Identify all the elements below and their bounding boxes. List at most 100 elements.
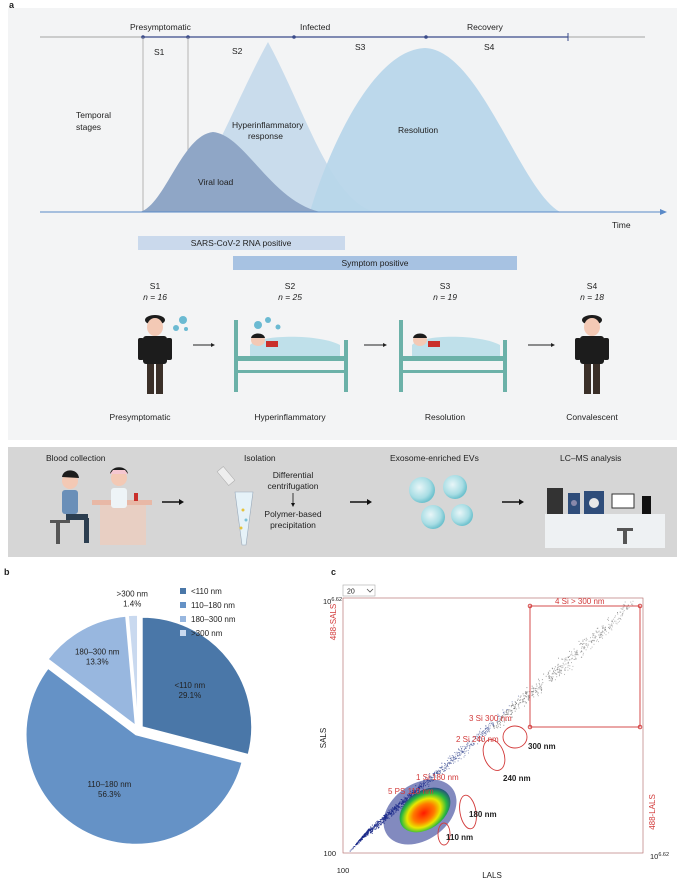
- x-tick-min: 100: [337, 866, 350, 875]
- scatter-point: [624, 601, 626, 603]
- scatter-point: [526, 691, 528, 693]
- scatter-point: [366, 832, 368, 834]
- scatter-point: [515, 708, 517, 710]
- scatter-point: [627, 608, 629, 610]
- scatter-point: [581, 650, 583, 652]
- scatter-point: [508, 710, 510, 712]
- scatter-point: [572, 655, 574, 657]
- scatter-point: [567, 664, 569, 666]
- lcms-label: LC–MS analysis: [560, 453, 621, 463]
- scatter-point: [523, 701, 525, 703]
- scatter-point: [375, 828, 377, 830]
- scatter-point: [441, 765, 443, 767]
- scatter-point: [457, 755, 459, 757]
- scatter-point: [585, 640, 587, 642]
- scatter-point: [571, 657, 573, 659]
- scatter-point: [567, 669, 569, 671]
- pie-percent-label: 13.3%: [86, 657, 109, 666]
- scatter-point: [506, 710, 508, 712]
- scatter-point: [368, 829, 370, 831]
- scatter-point: [554, 666, 556, 668]
- scatter-point: [600, 632, 602, 634]
- scatter-point: [580, 651, 582, 653]
- scatter-point: [582, 652, 584, 654]
- scatter-point: [380, 820, 382, 822]
- scatter-point: [556, 668, 558, 670]
- scatter-point: [561, 670, 562, 672]
- time-arrow-icon: [660, 209, 667, 215]
- scatter-point: [461, 751, 463, 753]
- scatter-point: [378, 826, 380, 828]
- scatter-point: [622, 613, 624, 615]
- stage-n: n = 25: [278, 292, 302, 302]
- scatter-point: [540, 688, 542, 690]
- scatter-point: [364, 835, 366, 837]
- scatter-point: [614, 616, 616, 618]
- scatter-plot-area: [342, 597, 644, 854]
- scatter-point: [479, 736, 480, 737]
- scatter-point: [510, 710, 512, 712]
- stage-label: Resolution: [425, 412, 465, 422]
- scatter-point: [574, 655, 576, 657]
- scatter-point: [590, 640, 592, 642]
- scatter-point: [599, 634, 601, 636]
- scatter-point: [590, 648, 592, 650]
- scatter-point: [381, 818, 383, 820]
- arrow-head-icon: [519, 499, 524, 505]
- scatter-point: [514, 710, 516, 712]
- scatter-point: [558, 665, 560, 667]
- scatter-point: [567, 661, 569, 663]
- scatter-point: [457, 758, 459, 759]
- scatter-point: [367, 830, 369, 832]
- scatter-point: [439, 772, 441, 774]
- y-tick-max: 106.62: [323, 597, 342, 606]
- scatter-point: [569, 668, 571, 670]
- viral-load-curve: [140, 132, 320, 212]
- scatter-point: [608, 619, 609, 621]
- scatter-point: [435, 770, 437, 772]
- scatter-point: [611, 624, 612, 626]
- scatter-point: [366, 830, 368, 832]
- scatter-point: [571, 653, 573, 655]
- scatter-point: [489, 725, 491, 727]
- gate-label: 2 Si 240 nm: [456, 735, 499, 744]
- diff-label-2: centrifugation: [267, 481, 318, 491]
- scatter-point: [370, 827, 372, 829]
- scatter-point: [565, 659, 567, 661]
- scatter-point: [621, 608, 623, 610]
- scatter-point: [463, 749, 465, 751]
- bin-dropdown[interactable]: [342, 584, 376, 597]
- scatter-point: [445, 767, 446, 769]
- scatter-point: [562, 658, 564, 660]
- scatter-point: [465, 750, 467, 752]
- scatter-point: [518, 695, 519, 697]
- scatter-point: [599, 636, 601, 638]
- scatter-point: [525, 702, 527, 704]
- scatter-point: [626, 608, 628, 610]
- scatter-point: [436, 772, 437, 774]
- scatter-point: [455, 757, 456, 759]
- scatter-point: [444, 767, 446, 769]
- scatter-point: [591, 642, 593, 644]
- scatter-point: [473, 743, 475, 745]
- scatter-point: [450, 762, 452, 764]
- scatter-point: [552, 678, 553, 680]
- scatter-point: [483, 732, 485, 734]
- scatter-point: [576, 652, 578, 654]
- scatter-point: [466, 746, 468, 748]
- scatter-point: [555, 673, 557, 675]
- scatter-point: [585, 643, 587, 645]
- scatter-point: [600, 635, 602, 637]
- scatter-point: [370, 829, 372, 831]
- scatter-point: [442, 766, 444, 768]
- scatter-point: [480, 733, 482, 735]
- scatter-point: [452, 756, 454, 758]
- y-tick-min: 100: [323, 849, 336, 858]
- scatter-point: [518, 705, 519, 707]
- scatter-point: [442, 769, 444, 771]
- scatter-point: [461, 746, 463, 748]
- scatter-point: [605, 630, 607, 632]
- scatter-point: [358, 842, 360, 844]
- scatter-point: [357, 841, 359, 843]
